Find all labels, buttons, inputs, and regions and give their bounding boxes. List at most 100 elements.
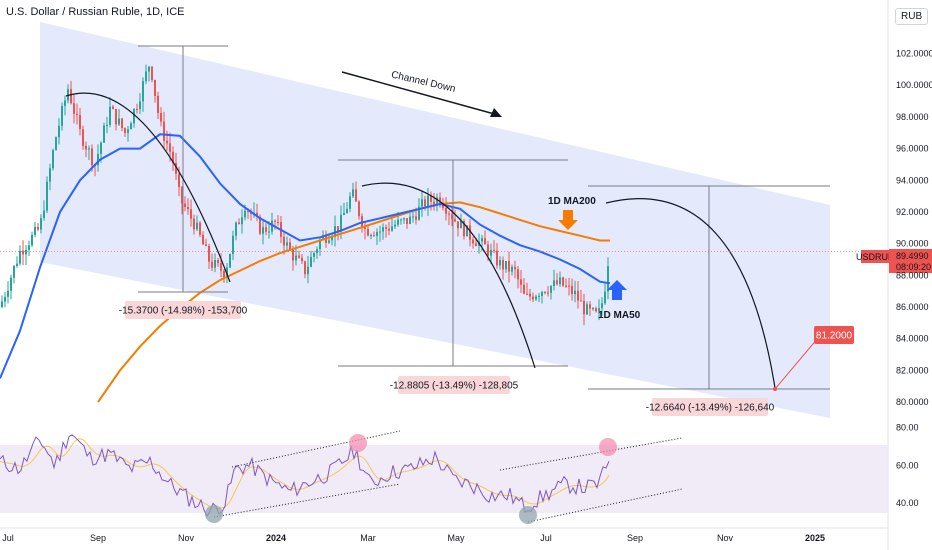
ma50-arrow (607, 280, 627, 300)
candle-body (193, 218, 195, 230)
candle-body (100, 142, 102, 154)
candle-body (334, 226, 336, 237)
candle-body (406, 218, 408, 224)
y-tick-label: 98.0000 (896, 112, 929, 122)
candle-body (214, 260, 216, 268)
candle-body (337, 226, 339, 231)
rsi-ma-line (0, 438, 610, 509)
candle-body (499, 260, 501, 266)
candle-body (112, 106, 114, 110)
candle-body (568, 285, 570, 287)
candle-body (511, 266, 513, 272)
candle-body (601, 303, 603, 309)
candle-body (571, 285, 573, 295)
ma50-label: 1D MA50 (598, 310, 641, 321)
candle-body (460, 220, 462, 229)
candle-body (451, 214, 453, 220)
rsi-tick-label: 60.00 (896, 460, 919, 470)
candle-body (421, 199, 423, 207)
x-tick-label: Jul (540, 533, 552, 543)
candle-body (514, 266, 516, 270)
candle-body (454, 219, 456, 222)
candle-body (25, 249, 27, 255)
candle-body (175, 163, 177, 174)
candle-body (232, 235, 234, 254)
candle-body (40, 218, 42, 230)
arc-arrow-3 (605, 198, 776, 389)
measure2-label-box (398, 376, 510, 394)
countdown: 08:09:20 (896, 262, 931, 272)
candle-body (220, 263, 222, 271)
candle-body (22, 250, 24, 255)
candle-body (79, 114, 81, 130)
channel-down-area (40, 22, 830, 418)
symbol-tag: USDRUB (856, 252, 894, 262)
candle-body (19, 250, 21, 264)
candle-body (328, 240, 330, 243)
ma50-line (0, 133, 611, 379)
y-tick-label: 92.0000 (896, 207, 929, 217)
candle-body (142, 81, 144, 102)
target-line (774, 337, 819, 390)
candle-body (61, 106, 63, 126)
candle-body (55, 137, 57, 151)
currency-selector[interactable]: RUB (895, 8, 929, 25)
candle-body (574, 290, 576, 295)
x-tick-label: May (447, 533, 465, 543)
candle-body (274, 220, 276, 222)
candle-body (106, 124, 108, 126)
candle-body (139, 101, 141, 110)
candle-body (391, 226, 393, 231)
candle-body (277, 221, 279, 223)
x-tick-label: Nov (178, 533, 195, 543)
candle-body (10, 277, 12, 291)
candle-body (187, 206, 189, 210)
candle-body (475, 243, 477, 246)
candle-body (586, 304, 588, 315)
candle-body (283, 236, 285, 246)
candle-body (46, 181, 48, 211)
candle-body (289, 242, 291, 250)
candle-body (322, 235, 324, 240)
candle-body (217, 260, 219, 264)
rsi-high-circle-2 (599, 438, 617, 456)
target-dot (773, 387, 777, 391)
candle-body (82, 129, 84, 146)
candle-body (109, 106, 111, 125)
candle-body (49, 168, 51, 182)
candle-body (481, 238, 483, 242)
candle-body (262, 227, 264, 234)
candle-body (115, 109, 117, 125)
candle-body (529, 293, 531, 297)
candle-body (355, 189, 357, 202)
candle-body (466, 225, 468, 237)
arc-arrow-2 (361, 182, 536, 369)
y-tick-label: 96.0000 (896, 144, 929, 154)
candle-body (439, 197, 441, 204)
candle-body (124, 128, 126, 133)
candle-body (430, 195, 432, 202)
candle-body (211, 261, 213, 268)
candle-body (484, 238, 486, 245)
candle-body (364, 227, 366, 229)
y-tick-label: 94.0000 (896, 175, 929, 185)
candle-body (310, 256, 312, 267)
candle-body (76, 113, 78, 115)
candle-body (103, 125, 105, 143)
candle-body (130, 123, 132, 130)
candle-body (43, 210, 45, 219)
x-tick-label: Nov (717, 533, 734, 543)
candle-body (544, 291, 546, 293)
candle-body (31, 234, 33, 246)
candle-body (259, 216, 261, 234)
y-tick-label: 90.0000 (896, 239, 929, 249)
candle-body (358, 201, 360, 217)
candle-body (196, 222, 198, 230)
arc-arrow-1 (65, 92, 231, 283)
candle-body (535, 296, 537, 300)
candle-body (127, 129, 129, 133)
candle-body (181, 186, 183, 204)
candle-body (517, 269, 519, 280)
candle-body (73, 103, 75, 114)
